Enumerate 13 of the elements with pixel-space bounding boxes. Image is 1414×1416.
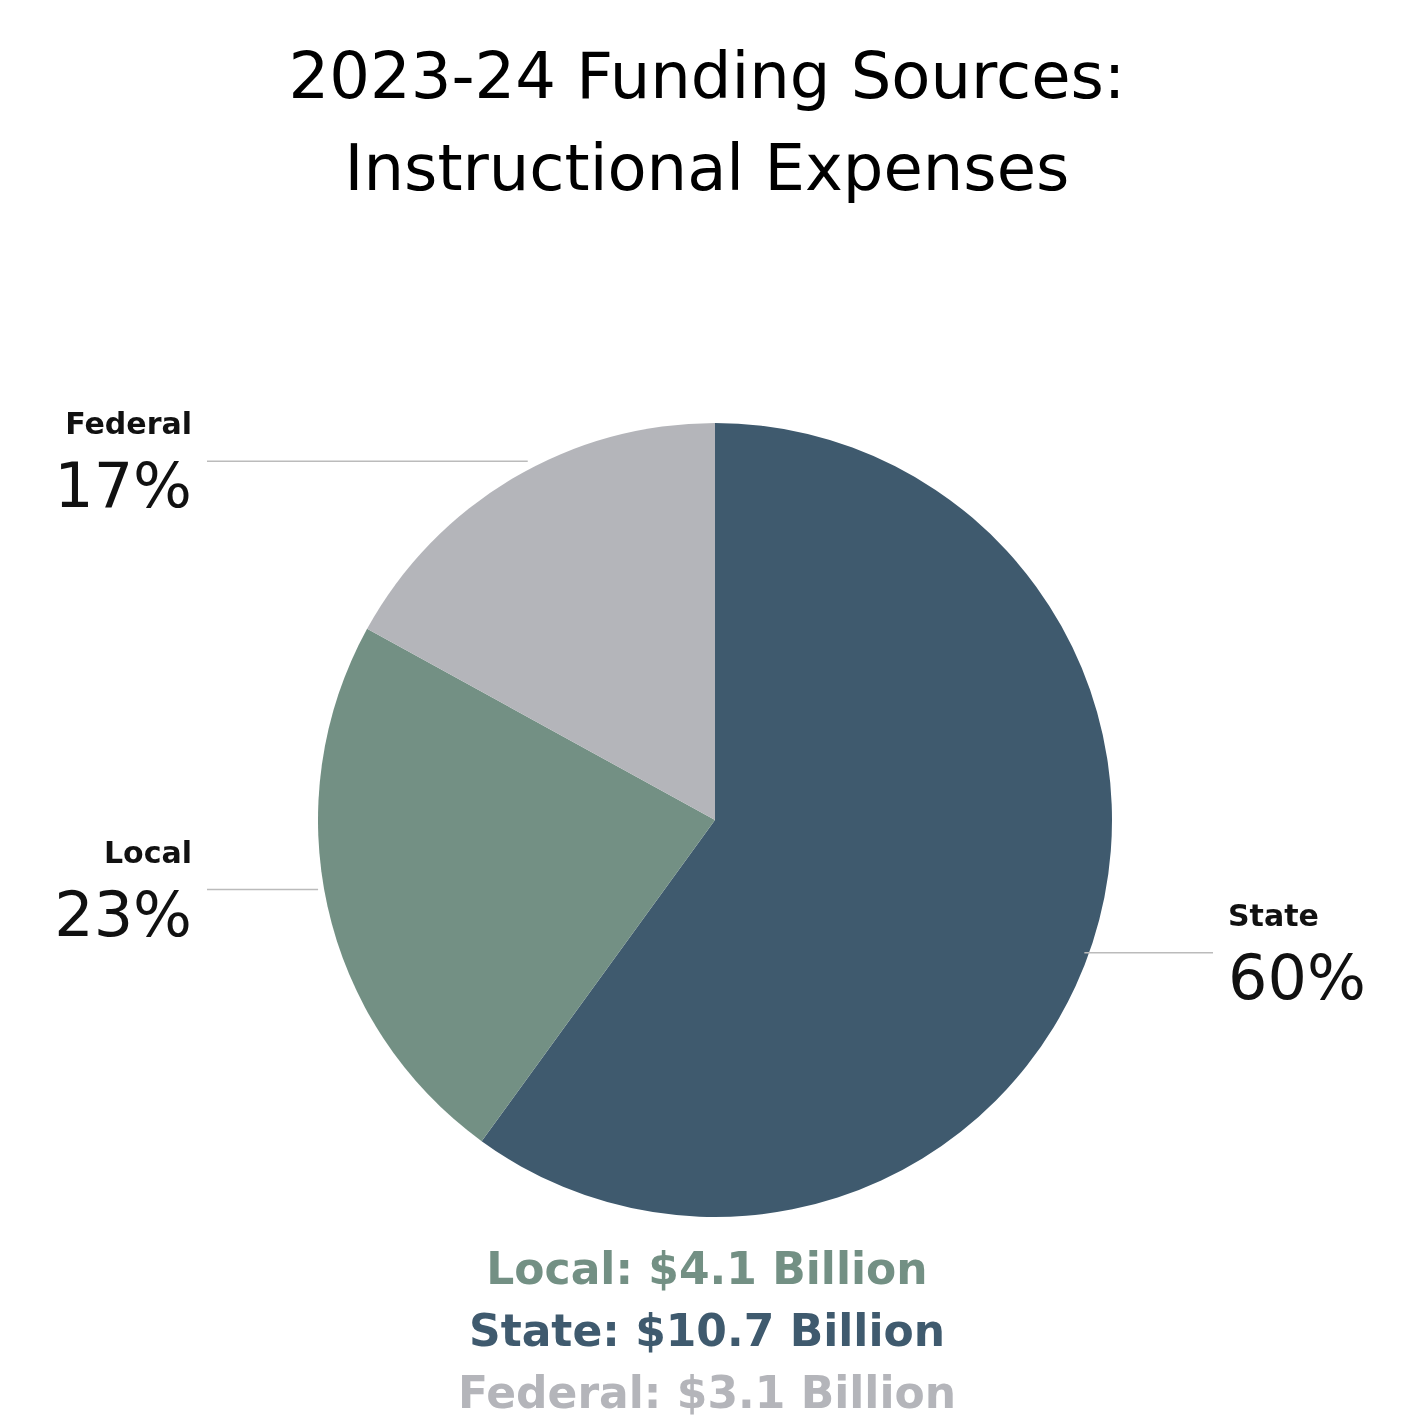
data-label: 60% bbox=[1228, 940, 1366, 1014]
pie-slice bbox=[367, 423, 715, 820]
slice-label: State bbox=[1228, 897, 1319, 933]
chart-title: 2023-24 Funding Sources: Instructional Expenses bbox=[287, 38, 1127, 207]
pie-slice bbox=[481, 423, 1112, 1217]
slice-label: Local bbox=[103, 834, 192, 870]
pie-slice bbox=[318, 628, 715, 1142]
text: Federal: $3.1 Billion bbox=[456, 1366, 958, 1416]
data-label: 23% bbox=[54, 877, 192, 951]
text: State: $10.7 Billion bbox=[467, 1304, 947, 1358]
slice-label: Federal bbox=[65, 406, 192, 442]
data-label: 17% bbox=[54, 449, 192, 523]
text: Local: $4.1 Billion bbox=[485, 1242, 929, 1296]
